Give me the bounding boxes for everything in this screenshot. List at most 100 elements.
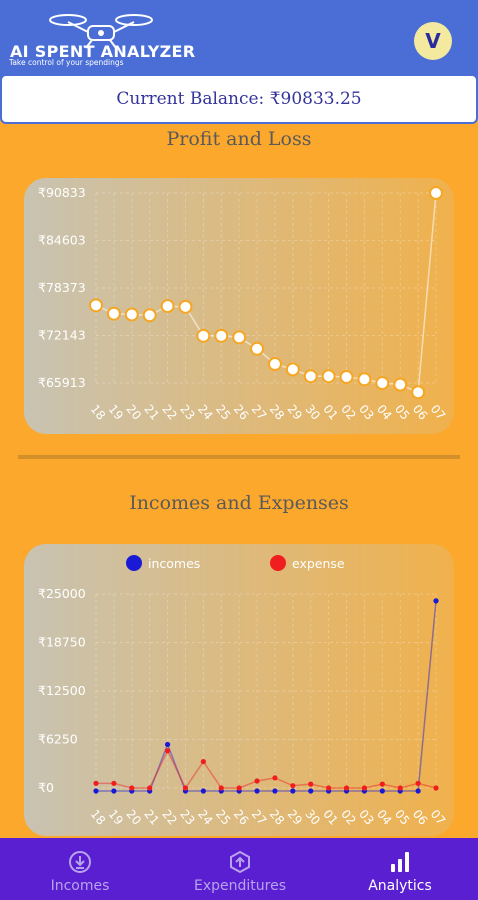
x-tick-label: 24 [195,402,216,423]
balance-card: Current Balance: ₹90833.25 [0,74,478,124]
data-point[interactable] [429,186,443,200]
x-tick-label: 05 [392,807,413,828]
data-point[interactable] [285,362,300,377]
x-tick-label: 29 [285,807,306,828]
x-tick-label: 04 [374,807,395,828]
expense-point[interactable] [182,785,189,791]
x-tick-label: 29 [285,402,306,423]
incomes-point[interactable] [290,788,296,794]
data-point[interactable] [89,298,103,313]
y-tick-label: ₹65913 [38,375,86,390]
expense-point[interactable] [129,785,135,791]
app-title: AI SPENT ANALYZER [10,42,196,61]
expense-point[interactable] [164,748,171,754]
incomes-point[interactable] [433,598,439,604]
expense-point[interactable] [218,785,224,791]
expense-point[interactable] [415,780,421,786]
incomes-point[interactable] [379,788,385,794]
incomes-point[interactable] [272,788,278,794]
incomes-expenses-chart: ₹25000₹18750₹12500₹6250₹0181920212223242… [38,555,448,828]
x-tick-label: 30 [302,402,323,423]
expense-point[interactable] [308,781,314,787]
x-tick-label: 18 [88,807,109,828]
x-tick-label: 18 [88,402,109,423]
incomes-point[interactable] [254,788,260,794]
x-tick-label: 25 [213,807,234,828]
incomes-point[interactable] [200,788,206,794]
expense-point[interactable] [290,783,296,789]
y-tick-label: ₹18750 [38,635,86,650]
expense-point[interactable] [200,759,206,765]
x-tick-label: 06 [410,402,431,423]
expense-point[interactable] [326,785,332,791]
profit-loss-chart: ₹90833 ₹84603 ₹78373 ₹72143 ₹659131819202122… [38,185,448,423]
nav-analytics-label: Analytics [368,878,432,894]
incomes-point[interactable] [164,741,171,748]
x-tick-label: 03 [356,807,377,828]
avatar[interactable]: V [414,22,452,60]
x-tick-label: 19 [106,807,127,828]
data-point[interactable] [178,299,193,314]
data-point[interactable] [106,306,121,321]
expense-point[interactable] [397,785,403,791]
nav-expenditures[interactable]: Expenditures [180,838,300,900]
data-point[interactable] [160,299,175,314]
x-tick-label: 26 [231,402,252,423]
expense-point[interactable] [147,785,153,791]
data-point[interactable] [339,369,354,384]
x-tick-label: 27 [249,807,270,828]
x-tick-label: 01 [320,402,341,423]
x-tick-label: 02 [338,807,359,828]
expense-point[interactable] [236,785,242,791]
x-tick-label: 20 [123,402,144,423]
expense-point[interactable] [343,785,350,791]
incomes-expenses-chart-card: ₹25000 ₹18750 ₹12500 ₹6250 ₹0 18 19 20 21 22 23 24 2… [24,544,454,836]
incomes-point[interactable] [111,788,117,794]
data-point[interactable] [303,369,318,384]
nav-expenditures-label: Expenditures [194,878,286,894]
data-point[interactable] [411,385,426,400]
x-tick-label: 28 [267,402,288,423]
data-point[interactable] [321,369,336,384]
data-point[interactable] [124,307,139,322]
y-tick-label: ₹84603 [38,233,86,248]
x-tick-label: 22 [159,807,180,828]
data-point[interactable] [250,341,265,356]
data-point[interactable] [142,308,157,323]
incomes-point[interactable] [93,788,99,794]
x-tick-label: 06 [410,807,431,828]
data-point[interactable] [393,377,408,392]
nav-incomes-label: Incomes [50,878,110,894]
data-point[interactable] [196,328,211,343]
profit-loss-chart-card: ₹90833 ₹84603 ₹78373 ₹72143 ₹65913 18 19 20 21 22… [24,178,454,434]
x-tick-label: 27 [249,402,270,423]
legend-label: expense [292,556,345,571]
x-tick-label: 30 [302,807,323,828]
nav-incomes[interactable]: Incomes [30,838,130,900]
data-point[interactable] [375,376,390,391]
data-point[interactable] [267,357,282,372]
incomes-point[interactable] [415,788,421,794]
x-tick-label: 20 [123,807,144,828]
y-tick-label: ₹72143 [38,328,86,343]
x-tick-label: 25 [213,402,234,423]
x-tick-label: 22 [159,402,180,423]
nav-analytics[interactable]: Analytics [350,838,450,900]
expense-point[interactable] [93,780,99,786]
expense-point[interactable] [254,778,260,784]
x-tick-label: 04 [374,402,395,423]
x-tick-label: 02 [338,402,359,423]
expense-point[interactable] [379,781,385,787]
data-point[interactable] [232,330,247,345]
incomes-point[interactable] [308,788,314,794]
data-point[interactable] [214,328,229,343]
expense-point[interactable] [272,775,278,781]
x-tick-label: 21 [141,402,162,423]
expense-point[interactable] [111,780,117,786]
data-point[interactable] [357,372,372,387]
x-tick-label: 28 [267,807,288,828]
profit-loss-line [95,192,437,394]
legend-marker [270,555,286,571]
expense-point[interactable] [433,785,439,791]
expense-point[interactable] [361,785,368,791]
